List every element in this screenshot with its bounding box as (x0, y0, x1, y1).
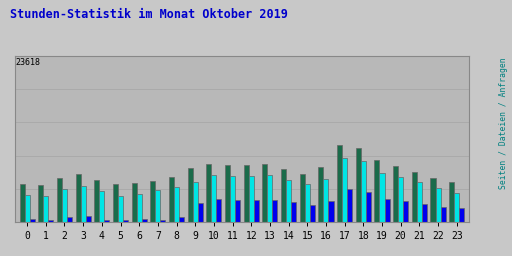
Bar (193, 182, 198, 222)
Bar (356, 147, 361, 222)
Bar (305, 184, 310, 222)
Bar (123, 220, 128, 222)
Bar (244, 165, 249, 222)
Bar (412, 172, 417, 222)
Bar (25, 195, 30, 222)
Bar (76, 174, 81, 222)
Bar (235, 200, 240, 222)
Bar (286, 180, 291, 222)
Bar (198, 203, 203, 222)
Bar (422, 204, 427, 222)
Bar (57, 178, 62, 222)
Bar (174, 187, 179, 222)
Text: 23618: 23618 (15, 58, 40, 67)
Bar (324, 179, 329, 222)
Bar (206, 164, 211, 222)
Bar (431, 178, 436, 222)
Bar (137, 194, 142, 222)
Bar (385, 199, 390, 222)
Bar (225, 165, 230, 222)
Bar (417, 182, 422, 222)
Bar (329, 201, 333, 222)
Bar (104, 220, 110, 222)
Bar (403, 201, 408, 222)
Bar (151, 181, 155, 222)
Bar (67, 217, 72, 222)
Bar (160, 220, 165, 222)
Bar (94, 180, 99, 222)
Bar (38, 185, 44, 222)
Bar (99, 191, 104, 222)
Bar (291, 202, 296, 222)
Bar (366, 192, 371, 222)
Bar (318, 167, 324, 222)
Bar (272, 200, 278, 222)
Bar (361, 161, 366, 222)
Text: Seiten / Dateien / Anfragen: Seiten / Dateien / Anfragen (499, 57, 508, 189)
Bar (118, 196, 123, 222)
Bar (281, 169, 286, 222)
Bar (254, 200, 259, 222)
Bar (440, 207, 445, 222)
Bar (300, 174, 305, 222)
Bar (48, 220, 53, 222)
Bar (459, 208, 464, 222)
Bar (262, 164, 267, 222)
Bar (142, 219, 147, 222)
Bar (436, 188, 440, 222)
Bar (342, 158, 347, 222)
Bar (230, 176, 235, 222)
Bar (347, 189, 352, 222)
Bar (379, 173, 385, 222)
Bar (132, 183, 137, 222)
Bar (169, 177, 174, 222)
Bar (454, 193, 459, 222)
Bar (155, 190, 160, 222)
Bar (113, 184, 118, 222)
Bar (30, 219, 35, 222)
Bar (211, 175, 217, 222)
Bar (19, 184, 25, 222)
Bar (86, 216, 91, 222)
Bar (179, 217, 184, 222)
Text: Stunden-Statistik im Monat Oktober 2019: Stunden-Statistik im Monat Oktober 2019 (10, 8, 288, 21)
Bar (62, 189, 67, 222)
Bar (398, 177, 403, 222)
Bar (188, 168, 193, 222)
Bar (249, 176, 254, 222)
Bar (310, 205, 315, 222)
Bar (393, 166, 398, 222)
Bar (449, 182, 454, 222)
Bar (81, 186, 86, 222)
Bar (374, 160, 379, 222)
Bar (44, 196, 48, 222)
Bar (217, 199, 222, 222)
Bar (267, 175, 272, 222)
Bar (337, 145, 342, 222)
